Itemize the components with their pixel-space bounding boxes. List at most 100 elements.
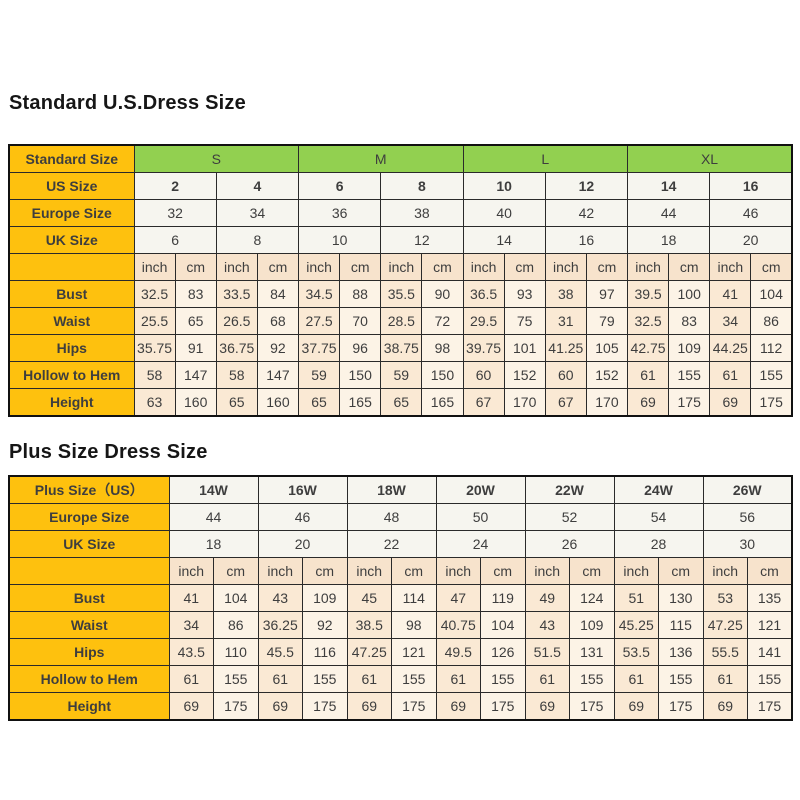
measurement-value-cell: 175: [750, 388, 793, 417]
measurement-value-cell: 96: [339, 334, 382, 362]
size-value-cell: 20: [709, 226, 793, 254]
measurement-value-cell: 25.5: [133, 307, 176, 335]
measurement-value-cell: 126: [480, 638, 526, 666]
measurement-value-cell: 165: [339, 388, 382, 417]
measurement-value-cell: 135: [747, 584, 793, 612]
unit-header-cell: cm: [750, 253, 793, 281]
measurement-value-cell: 36.25: [257, 611, 303, 639]
measurement-value-cell: 61: [626, 361, 670, 389]
size-value-cell: 10: [462, 172, 546, 200]
measurement-value-cell: 43: [257, 584, 303, 612]
plus-unit-header-row: inch cm inch cm inch cm inch cm inch cm inch cm inch…: [8, 557, 793, 585]
size-value-cell: 16: [709, 172, 793, 200]
plus-row-europe-size: Europe Size 44 46 48 50 52 54 56: [8, 503, 793, 531]
size-value-cell: 32: [133, 199, 217, 227]
measurement-value-cell: 32.5: [133, 280, 176, 308]
measurement-value-cell: 61: [613, 665, 659, 693]
plus-row-bust: Bust 41 104 43 109 45 114 47 119 49 124 51 130 53 135: [8, 584, 793, 612]
unit-header-cell: inch: [215, 253, 258, 281]
measurement-value-cell: 136: [658, 638, 704, 666]
measurement-value-cell: 141: [747, 638, 793, 666]
measurement-value-cell: 150: [421, 361, 464, 389]
measurement-value-cell: 155: [302, 665, 348, 693]
measurement-value-cell: 53: [702, 584, 748, 612]
unit-header-cell: cm: [569, 557, 615, 585]
measurement-value-cell: 65: [297, 388, 341, 417]
standard-size-table: Standard Size S M L XL US Size 2 4 6 8 10 12 14 16 Eur…: [8, 144, 793, 417]
group-header-cell: M: [298, 144, 464, 173]
unit-header-cell: inch: [168, 557, 214, 585]
measurement-value-cell: 92: [256, 334, 300, 362]
unit-header-cell: cm: [213, 557, 259, 585]
measurement-value-cell: 39.5: [626, 280, 670, 308]
measurement-value-cell: 45.5: [257, 638, 303, 666]
size-value-cell: 44: [626, 199, 711, 227]
row-label-cell: UK Size: [8, 226, 135, 254]
measurement-value-cell: 119: [480, 584, 526, 612]
standard-row-uk-size: UK Size 6 8 10 12 14 16 18 20: [8, 226, 793, 254]
measurement-value-cell: 41: [709, 280, 752, 308]
group-header-cell: L: [462, 144, 628, 173]
measurement-value-cell: 101: [503, 334, 546, 362]
measurement-value-cell: 61: [435, 665, 481, 693]
measurement-value-cell: 36.5: [462, 280, 505, 308]
standard-row-hips: Hips 35.75 91 36.75 92 37.75 96 38.75 98 39.75 101…: [8, 334, 793, 362]
measurement-value-cell: 51.5: [524, 638, 570, 666]
row-label-cell: Waist: [8, 307, 135, 335]
measurement-value-cell: 69: [613, 692, 659, 721]
size-value-cell: 36: [297, 199, 382, 227]
measurement-value-cell: 35.5: [380, 280, 423, 308]
size-value-cell: 10: [297, 226, 382, 254]
measurement-value-cell: 72: [421, 307, 464, 335]
measurement-value-cell: 175: [569, 692, 615, 721]
measurement-value-cell: 88: [339, 280, 382, 308]
size-value-cell: 20W: [435, 475, 526, 504]
measurement-value-cell: 61: [702, 665, 748, 693]
measurement-value-cell: 65: [380, 388, 423, 417]
measurement-value-cell: 175: [658, 692, 704, 721]
size-value-cell: 22W: [524, 475, 615, 504]
measurement-value-cell: 69: [626, 388, 670, 417]
measurement-value-cell: 104: [213, 584, 259, 612]
measurement-value-cell: 104: [480, 611, 526, 639]
row-label-cell: Hollow to Hem: [8, 361, 135, 389]
measurement-value-cell: 175: [302, 692, 348, 721]
standard-row-hollow-to-hem: Hollow to Hem 58 147 58 147 59 150 59 150 60 152 60…: [8, 361, 793, 389]
measurement-value-cell: 68: [256, 307, 300, 335]
measurement-value-cell: 105: [585, 334, 629, 362]
measurement-value-cell: 150: [339, 361, 382, 389]
measurement-value-cell: 60: [544, 361, 587, 389]
size-value-cell: 48: [346, 503, 437, 531]
size-value-cell: 56: [702, 503, 793, 531]
measurement-value-cell: 49: [524, 584, 570, 612]
measurement-value-cell: 175: [668, 388, 711, 417]
measurement-value-cell: 84: [256, 280, 300, 308]
measurement-value-cell: 160: [256, 388, 300, 417]
measurement-value-cell: 155: [569, 665, 615, 693]
plus-row-height: Height 69 175 69 175 69 175 69 175 69 175 69 175 69 17…: [8, 692, 793, 721]
size-value-cell: 44: [168, 503, 259, 531]
standard-row-height: Height 63 160 65 160 65 165 65 165 67 170 67 170 69 17…: [8, 388, 793, 417]
unit-header-cell: cm: [421, 253, 464, 281]
plus-size-title: Plus Size Dress Size: [9, 441, 208, 463]
size-value-cell: 12: [380, 226, 464, 254]
size-value-cell: 14: [626, 172, 711, 200]
measurement-value-cell: 44.25: [709, 334, 752, 362]
unit-header-cell: cm: [302, 557, 348, 585]
unit-header-cell: cm: [174, 253, 217, 281]
measurement-value-cell: 67: [462, 388, 505, 417]
plus-row-uk-size: UK Size 18 20 22 24 26 28 30: [8, 530, 793, 558]
unit-header-cell: cm: [256, 253, 300, 281]
standard-group-header-row: Standard Size S M L XL: [8, 144, 793, 173]
measurement-value-cell: 61: [524, 665, 570, 693]
measurement-value-cell: 104: [750, 280, 793, 308]
measurement-value-cell: 61: [709, 361, 752, 389]
unit-header-cell: cm: [339, 253, 382, 281]
measurement-value-cell: 69: [702, 692, 748, 721]
row-label-cell: Hollow to Hem: [8, 665, 170, 693]
size-value-cell: 24W: [613, 475, 704, 504]
standard-row-europe-size: Europe Size 32 34 36 38 40 42 44 46: [8, 199, 793, 227]
unit-header-cell: inch: [524, 557, 570, 585]
measurement-value-cell: 42.75: [626, 334, 670, 362]
measurement-value-cell: 61: [346, 665, 392, 693]
